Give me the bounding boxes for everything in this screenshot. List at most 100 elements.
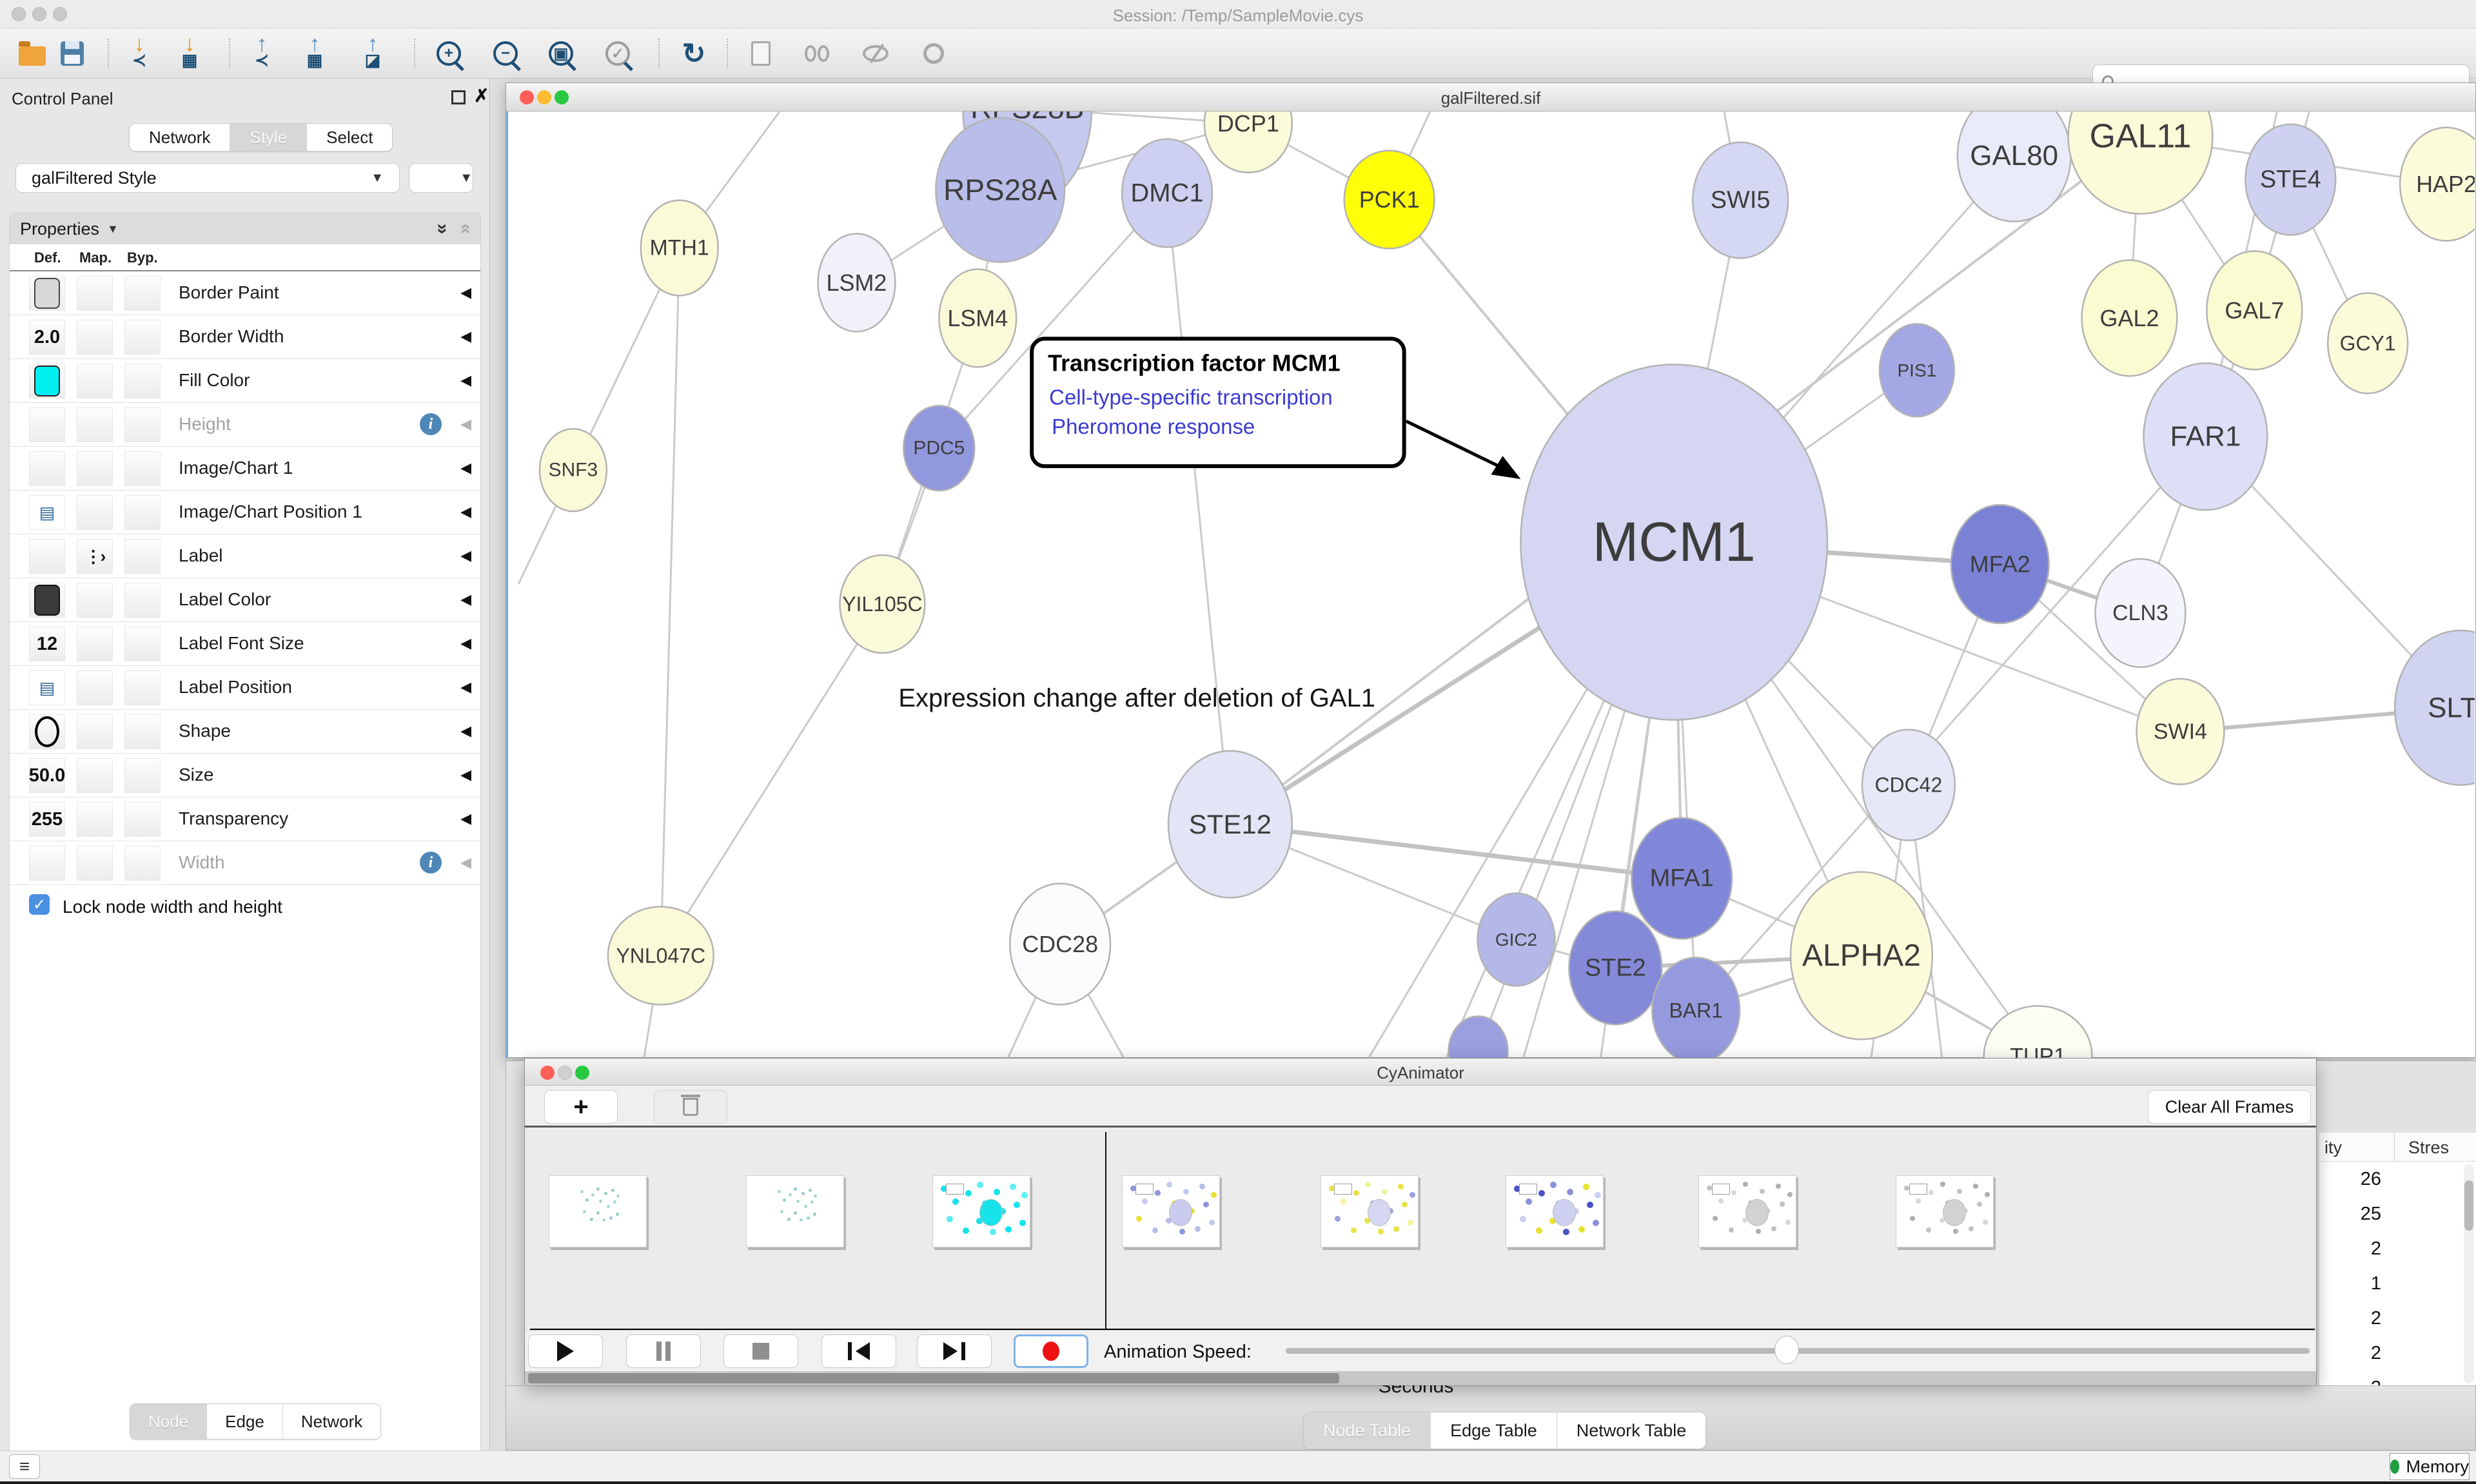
default-value[interactable]: 12 — [36, 633, 58, 654]
node-ALPHA2[interactable] — [1789, 871, 1934, 1040]
cyanimator-titlebar[interactable]: CyAnimator — [525, 1059, 2316, 1086]
property-row-image-chart-position-1[interactable]: ▤ Image/Chart Position 1 ◀ — [10, 491, 480, 534]
position-icon[interactable]: ▤ — [39, 678, 55, 698]
frame-thumbnail-7[interactable] — [1896, 1175, 1994, 1247]
info-icon[interactable]: i — [420, 413, 442, 435]
node-PDC5[interactable] — [903, 405, 976, 492]
find-button[interactable] — [800, 35, 836, 72]
property-row-image-chart-1[interactable]: Image/Chart 1 ◀ — [10, 447, 480, 491]
position-icon[interactable]: ▤ — [39, 502, 55, 522]
collapse-arrow-icon[interactable]: ◀ — [460, 810, 471, 826]
network-edge[interactable] — [1695, 436, 2206, 1011]
default-swatch[interactable] — [34, 278, 60, 309]
zoom-in-button[interactable]: + — [431, 35, 467, 72]
browser-tab-network-table[interactable]: Network Table — [1557, 1412, 1706, 1449]
node-CDC42[interactable] — [1861, 728, 1956, 841]
zoom-icon[interactable] — [555, 90, 569, 104]
zoom-window-button[interactable] — [53, 7, 67, 21]
float-panel-icon[interactable] — [451, 90, 466, 104]
panel-tab-edge[interactable]: Edge — [207, 1404, 283, 1439]
collapse-arrow-icon[interactable]: ◀ — [460, 635, 471, 651]
annotation-button[interactable] — [743, 35, 779, 72]
frame-thumbnail-1[interactable] — [746, 1175, 844, 1247]
refresh-button[interactable]: ↻ — [676, 35, 712, 72]
delete-frame-button[interactable] — [654, 1090, 727, 1124]
close-icon[interactable] — [520, 90, 534, 104]
frame-thumbnail-3[interactable] — [1122, 1175, 1220, 1247]
import-network-button[interactable]: ↓ ≺ — [121, 33, 157, 72]
close-icon[interactable] — [540, 1066, 555, 1080]
node-STE12[interactable] — [1167, 750, 1293, 899]
node-BAR1[interactable] — [1651, 957, 1741, 1059]
frame-thumbnail-6[interactable] — [1698, 1175, 1796, 1247]
default-value[interactable]: 2.0 — [34, 326, 61, 347]
collapse-arrow-icon[interactable]: ◀ — [460, 854, 471, 870]
lock-size-row[interactable]: ✓ Lock node width and height — [10, 885, 480, 925]
default-value[interactable]: 50.0 — [28, 765, 66, 786]
level-button[interactable] — [916, 35, 952, 72]
annotation-link[interactable]: Pheromone response — [1052, 415, 1255, 438]
node-GAL2[interactable] — [2081, 259, 2178, 377]
collapse-arrow-icon[interactable]: ◀ — [460, 284, 471, 300]
node-STE4[interactable] — [2245, 123, 2337, 236]
minimize-window-button[interactable] — [32, 7, 46, 21]
property-row-label-font-size[interactable]: 12 Label Font Size ◀ — [10, 622, 480, 666]
collapse-arrow-icon[interactable]: ◀ — [460, 679, 471, 695]
node-SWI5[interactable] — [1691, 141, 1789, 259]
network-edge[interactable] — [660, 603, 883, 957]
export-image-button[interactable]: ↑ ◪ — [355, 33, 391, 72]
tab-select[interactable]: Select — [307, 124, 393, 151]
annotation-caption[interactable]: Expression change after deletion of GAL1 — [898, 684, 1375, 712]
collapse-arrow-icon[interactable]: ◀ — [460, 460, 471, 476]
node-MFA1[interactable] — [1631, 817, 1733, 940]
node-HAP2[interactable] — [2399, 126, 2475, 242]
panel-tab-node[interactable]: Node — [130, 1404, 208, 1439]
node-CDC28[interactable] — [1008, 883, 1112, 1006]
animation-speed-thumb[interactable] — [1774, 1336, 1799, 1364]
close-panel-icon[interactable]: ✗ — [474, 86, 489, 106]
network-edge[interactable] — [938, 192, 1168, 449]
annotation-link[interactable]: Cell-type-specific transcription — [1049, 385, 1333, 409]
minimize-icon[interactable] — [558, 1066, 572, 1080]
memory-button[interactable]: Memory — [2390, 1453, 2470, 1480]
node-FAR1[interactable] — [2143, 362, 2268, 511]
network-titlebar[interactable]: galFiltered.sif — [506, 83, 2475, 112]
node-GAL7[interactable] — [2206, 250, 2303, 371]
zoom-fit-button[interactable]: ▣ — [543, 35, 579, 72]
node-MCM1[interactable] — [1520, 364, 1829, 721]
node-DCP1[interactable] — [1203, 112, 1293, 173]
node-SNF3[interactable] — [538, 427, 608, 513]
save-session-button[interactable] — [54, 35, 90, 72]
ellipse-shape-icon[interactable] — [35, 716, 59, 747]
hide-button[interactable] — [858, 35, 894, 72]
node-MFA2[interactable] — [1950, 503, 2050, 625]
panel-tab-network[interactable]: Network — [282, 1404, 381, 1439]
lock-checkbox[interactable]: ✓ — [29, 894, 50, 915]
property-row-label-color[interactable]: Label Color ◀ — [10, 578, 480, 622]
frame-thumbnail-5[interactable] — [1506, 1175, 1604, 1247]
minimize-icon[interactable] — [537, 90, 551, 104]
collapse-arrow-icon[interactable]: ◀ — [460, 547, 471, 563]
node-SLT2[interactable] — [2393, 629, 2475, 786]
collapse-arrow-icon[interactable]: ◀ — [460, 416, 471, 432]
table-cell[interactable]: 2 — [2370, 1343, 2381, 1363]
property-row-border-paint[interactable]: Border Paint ◀ — [10, 271, 480, 315]
play-button[interactable] — [528, 1334, 603, 1368]
collapse-arrow-icon[interactable]: ◀ — [460, 591, 471, 607]
property-row-border-width[interactable]: 2.0 Border Width ◀ — [10, 315, 480, 359]
table-scrollbar[interactable] — [2464, 1164, 2474, 1383]
property-row-height[interactable]: Height i ◀ — [10, 403, 480, 447]
close-window-button[interactable] — [12, 7, 26, 21]
skip-start-button[interactable] — [821, 1334, 896, 1368]
table-cell[interactable]: 26 — [2360, 1169, 2381, 1189]
annotation-box[interactable] — [1030, 337, 1406, 469]
property-row-label[interactable]: ⋮› Label ◀ — [10, 534, 480, 578]
node-MTH1[interactable] — [640, 199, 719, 297]
skip-end-button[interactable] — [917, 1334, 992, 1368]
style-select[interactable]: galFiltered Style ▼ — [15, 163, 400, 193]
collapse-arrow-icon[interactable]: ◀ — [460, 372, 471, 388]
node-LSM2[interactable] — [817, 233, 896, 333]
collapse-arrow-icon[interactable]: ◀ — [460, 328, 471, 344]
properties-header[interactable]: Properties ▼ » » — [10, 213, 480, 244]
clear-all-frames-button[interactable]: Clear All Frames — [2148, 1090, 2311, 1124]
